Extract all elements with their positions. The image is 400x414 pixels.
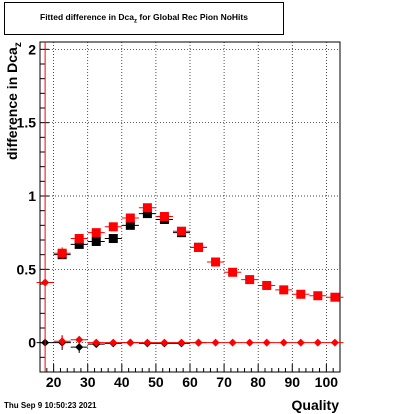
data-point-diamond	[160, 338, 169, 347]
x-tick-label: 100	[315, 374, 339, 390]
y-tick-label: 0	[28, 335, 36, 351]
data-point-diamond	[177, 338, 186, 347]
grid-lines	[40, 42, 340, 372]
chart-title: Fitted difference in Dcaz for Global Rec…	[5, 12, 283, 25]
data-point-square	[125, 220, 135, 230]
data-point-square	[159, 212, 169, 222]
data-point-square	[228, 267, 238, 277]
chart-title-rest: for Global Rec Pion NoHits	[137, 12, 248, 22]
data-point-diamond	[262, 338, 271, 347]
y-tick-label: 0.5	[17, 261, 37, 277]
data-point-square	[125, 213, 135, 223]
data-point-square	[313, 291, 323, 301]
data-point-square	[108, 234, 118, 244]
data-point-square	[142, 203, 152, 213]
data-point-diamond	[228, 338, 237, 347]
data-point-square	[142, 209, 152, 219]
data-point-diamond	[92, 338, 101, 347]
data-point-square	[330, 292, 340, 302]
data-point-square	[296, 289, 306, 299]
y-tick-label: 1	[28, 188, 36, 204]
x-tick-label: 40	[114, 374, 130, 390]
data-point-diamond	[126, 338, 135, 347]
axis-ticks: 20 30 40 50 60 70 80 90 100 0 0.5 1 1.5 2	[17, 41, 341, 390]
data-point-diamond	[245, 338, 254, 347]
data-point-diamond	[143, 338, 152, 347]
footer-timestamp: Thu Sep 9 10:50:23 2021	[4, 401, 97, 410]
data-point-square	[194, 242, 204, 252]
data-point-diamond	[279, 338, 288, 347]
data-point-diamond	[194, 338, 203, 347]
y-axis-title-main: difference in Dca	[4, 47, 20, 160]
chart-title-main: Fitted difference in Dca	[40, 12, 134, 22]
data-point-diamond	[58, 337, 67, 346]
data-point-square	[57, 248, 67, 258]
data-point-diamond	[41, 278, 50, 287]
data-point-diamond	[211, 338, 220, 347]
y-tick-label: 1.5	[17, 115, 37, 131]
data-point-square	[262, 280, 272, 290]
x-tick-label: 50	[148, 374, 164, 390]
x-tick-label: 30	[80, 374, 96, 390]
data-point-square	[108, 222, 118, 232]
data-point-square	[91, 228, 101, 238]
data-point-square	[91, 236, 101, 246]
x-tick-label: 20	[46, 374, 62, 390]
data-point-square	[211, 257, 221, 267]
data-point-square	[74, 234, 84, 244]
data-point-square	[245, 275, 255, 285]
x-tick-label: 80	[250, 374, 266, 390]
y-axis-title: difference in Dcaz	[4, 42, 24, 160]
y-axis-title-sub: z	[13, 42, 24, 47]
data-point-diamond	[313, 338, 322, 347]
data-point-diamond	[109, 338, 118, 347]
x-axis-title: Quality	[292, 397, 340, 413]
data-point-diamond	[296, 338, 305, 347]
x-tick-label: 60	[182, 374, 198, 390]
x-tick-label: 70	[216, 374, 232, 390]
data-point-square	[176, 226, 186, 236]
y-tick-label: 2	[28, 41, 36, 57]
data-point-diamond	[75, 343, 84, 352]
data-marks	[36, 42, 344, 372]
data-point-diamond	[330, 338, 339, 347]
chart-title-box: Fitted difference in Dcaz for Global Rec…	[4, 2, 284, 35]
data-point-diamond	[75, 335, 84, 344]
data-point-square	[74, 239, 84, 249]
x-tick-label: 90	[284, 374, 300, 390]
chart-title-sub: z	[134, 18, 137, 25]
data-point-square	[279, 285, 289, 295]
